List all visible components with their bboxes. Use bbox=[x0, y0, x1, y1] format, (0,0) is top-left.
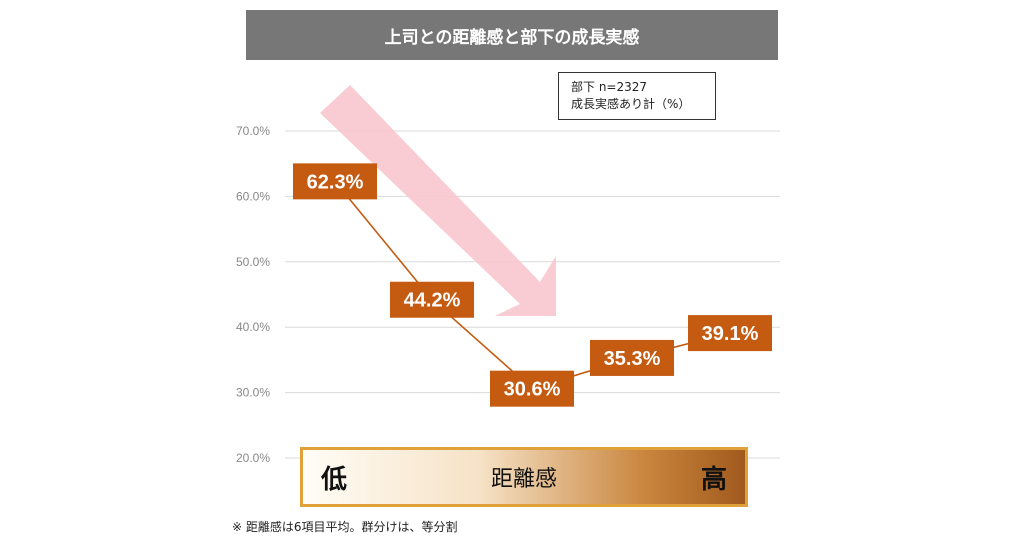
y-axis-ticks: 70.0% 60.0% 50.0% 40.0% 30.0% 20.0% bbox=[236, 124, 270, 465]
footnote: ※ 距離感は6項目平均。群分けは、等分割 bbox=[232, 520, 458, 534]
data-label-text: 62.3% bbox=[307, 171, 364, 193]
distance-label: 距離感 bbox=[490, 467, 557, 492]
data-point-label: 30.6% bbox=[490, 370, 574, 407]
data-point-label: 62.3% bbox=[293, 163, 377, 200]
y-tick-label: 50.0% bbox=[236, 255, 270, 269]
data-labels: 62.3% 44.2% 30.6% 35.3% 39.1% bbox=[293, 163, 772, 407]
legend-box: 部下 n=2327 成長実感あり計（%） bbox=[558, 72, 716, 120]
y-tick-label: 70.0% bbox=[236, 124, 270, 138]
data-label-text: 30.6% bbox=[504, 379, 561, 401]
legend-line-2: 成長実感あり計（%） bbox=[571, 97, 691, 111]
data-label-box bbox=[490, 370, 574, 407]
data-label-box bbox=[293, 163, 377, 200]
y-tick-label: 30.0% bbox=[236, 386, 270, 400]
y-tick-label: 60.0% bbox=[236, 189, 270, 203]
data-label-text: 39.1% bbox=[702, 323, 759, 345]
y-tick-label: 40.0% bbox=[236, 320, 270, 334]
data-point-label: 39.1% bbox=[688, 315, 772, 352]
data-label-text: 35.3% bbox=[604, 348, 661, 370]
chart-title: 上司との距離感と部下の成長実感 bbox=[246, 10, 778, 60]
y-tick-label: 20.0% bbox=[236, 451, 270, 465]
data-label-box bbox=[390, 281, 474, 318]
legend-line-1: 部下 n=2327 bbox=[571, 80, 648, 94]
data-label-box bbox=[688, 315, 772, 352]
data-point-label: 35.3% bbox=[590, 339, 674, 376]
data-label-box bbox=[590, 339, 674, 376]
downward-trend-arrow bbox=[320, 85, 556, 316]
data-point-label: 44.2% bbox=[390, 281, 474, 318]
data-label-text: 44.2% bbox=[404, 290, 461, 312]
distance-high-label: 高 bbox=[700, 464, 727, 495]
distance-low-label: 低 bbox=[321, 464, 348, 495]
distance-scale-bar: 低 距離感 高 bbox=[300, 447, 748, 507]
